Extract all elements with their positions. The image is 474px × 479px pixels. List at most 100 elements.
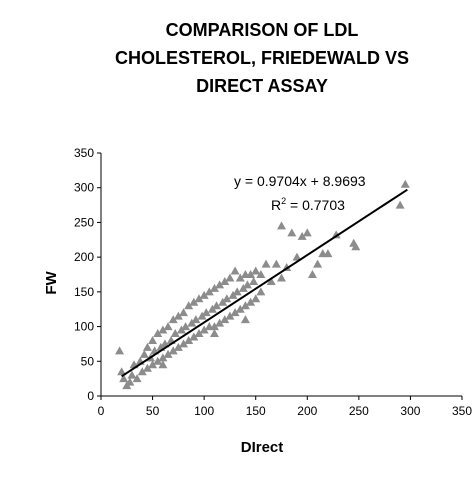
point: [148, 335, 158, 344]
point: [251, 266, 261, 275]
x-tick-label: 100: [194, 404, 214, 418]
x-tick-label: 350: [452, 404, 472, 418]
point: [191, 315, 201, 324]
point: [168, 315, 178, 324]
point: [297, 231, 307, 240]
r-squared-sup: 2: [281, 196, 286, 206]
point: [199, 325, 209, 334]
point: [351, 242, 361, 251]
point: [179, 308, 189, 317]
x-tick-label: 50: [146, 404, 160, 418]
point: [142, 363, 152, 372]
trendline: [121, 188, 408, 378]
point: [158, 360, 168, 369]
point: [287, 228, 297, 237]
point: [212, 301, 222, 310]
point: [222, 294, 232, 303]
point: [242, 280, 252, 289]
point: [256, 287, 266, 296]
x-tick-label: 200: [297, 404, 317, 418]
r-squared-value: = 0.7703: [286, 197, 345, 213]
point: [232, 287, 242, 296]
equation: y = 0.9704x + 8.9693: [234, 173, 366, 189]
point: [395, 200, 405, 209]
point: [215, 318, 225, 327]
point: [204, 287, 214, 296]
x-tick-label: 300: [400, 404, 420, 418]
point: [230, 266, 240, 275]
point: [170, 329, 180, 338]
point: [256, 270, 266, 278]
point: [209, 283, 219, 292]
point: [266, 276, 276, 285]
r-squared: R2 = 0.7703: [271, 196, 345, 213]
point: [235, 304, 245, 313]
y-tick-label: 100: [74, 320, 94, 334]
chart-title: CHOLESTEROL, FRIEDEWALD VS: [115, 48, 409, 68]
point: [225, 273, 235, 282]
point: [209, 329, 219, 338]
r-squared-base: R: [271, 197, 281, 213]
point: [158, 353, 168, 362]
point: [115, 346, 125, 355]
point: [277, 221, 286, 230]
y-tick-label: 50: [81, 354, 95, 368]
y-tick-label: 150: [74, 285, 94, 299]
point: [220, 315, 230, 324]
y-tick-label: 0: [87, 389, 94, 403]
point: [400, 179, 410, 188]
point: [307, 270, 317, 278]
point: [142, 342, 152, 351]
point: [292, 252, 302, 261]
point: [199, 290, 209, 299]
point: [277, 273, 286, 282]
point: [235, 273, 245, 282]
x-axis-label: DIrect: [241, 439, 284, 456]
point: [184, 335, 194, 344]
x-tick-label: 0: [98, 404, 105, 418]
point: [158, 325, 168, 334]
point: [153, 356, 163, 365]
point: [313, 259, 323, 268]
x-tick-label: 250: [349, 404, 369, 418]
point: [261, 259, 271, 268]
point: [153, 329, 163, 338]
point: [249, 276, 259, 285]
point: [215, 280, 225, 289]
point: [230, 308, 240, 317]
point: [125, 377, 135, 386]
point: [194, 329, 204, 338]
y-tick-label: 350: [74, 146, 94, 160]
point: [240, 315, 250, 324]
y-tick-label: 200: [74, 250, 94, 264]
point: [201, 308, 211, 317]
point: [173, 311, 183, 320]
point: [148, 360, 158, 369]
point: [117, 367, 127, 376]
point: [119, 374, 129, 383]
y-axis-label: FW: [43, 271, 60, 295]
point: [137, 367, 147, 376]
x-tick-label: 150: [246, 404, 266, 418]
point: [220, 276, 230, 285]
point: [139, 349, 149, 358]
point: [331, 230, 341, 239]
point: [194, 294, 204, 303]
y-tick-label: 250: [74, 215, 94, 229]
point: [302, 228, 312, 237]
point: [184, 301, 194, 310]
point: [179, 339, 189, 348]
point: [163, 322, 173, 331]
point: [323, 249, 333, 258]
point: [173, 342, 183, 351]
point: [209, 322, 219, 331]
point: [132, 374, 142, 383]
point: [189, 297, 199, 306]
point: [168, 346, 178, 355]
point: [246, 270, 256, 278]
point: [189, 332, 199, 341]
y-tick-label: 300: [74, 181, 94, 195]
point: [163, 349, 173, 358]
chart-title: COMPARISON OF LDL: [166, 20, 359, 40]
